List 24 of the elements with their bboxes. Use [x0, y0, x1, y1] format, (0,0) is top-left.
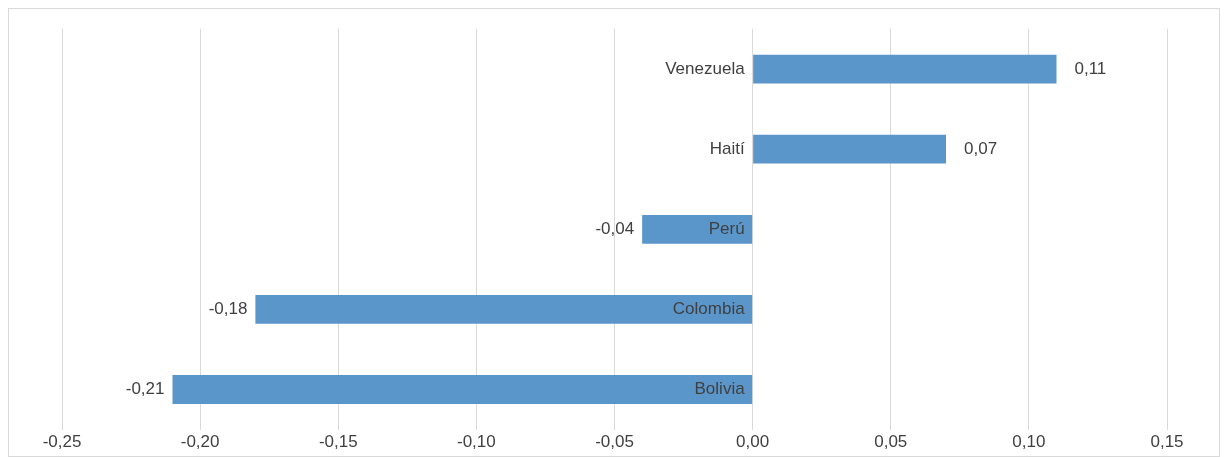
bar [172, 375, 753, 404]
data-label: -0,18 [208, 299, 248, 319]
x-tick-label: -0,15 [318, 432, 358, 452]
x-tick-label: -0,20 [180, 432, 220, 452]
y-tick-label: Perú [708, 218, 745, 238]
bar [642, 214, 753, 244]
bar [753, 54, 1057, 84]
y-tick-label: Colombia [672, 299, 746, 319]
x-tick-label: -0,05 [595, 432, 634, 452]
x-tick-label: 0,15 [1150, 432, 1184, 452]
x-tick-label: 0,10 [1012, 432, 1046, 452]
data-label: -0,21 [125, 379, 165, 399]
bar [255, 295, 753, 324]
y-tick-label: Haití [709, 138, 745, 158]
x-tick-label: -0,10 [457, 432, 496, 452]
data-label: -0,04 [595, 218, 635, 238]
data-label: 0,07 [964, 138, 998, 158]
data-label: 0,11 [1074, 58, 1107, 78]
x-tick-label: -0,25 [42, 432, 82, 452]
bar [753, 134, 946, 164]
y-tick-label: Venezuela [665, 58, 746, 78]
x-tick-label: 0,00 [736, 432, 770, 452]
y-tick-label: Bolivia [694, 379, 746, 399]
x-tick-label: 0,05 [874, 432, 908, 452]
